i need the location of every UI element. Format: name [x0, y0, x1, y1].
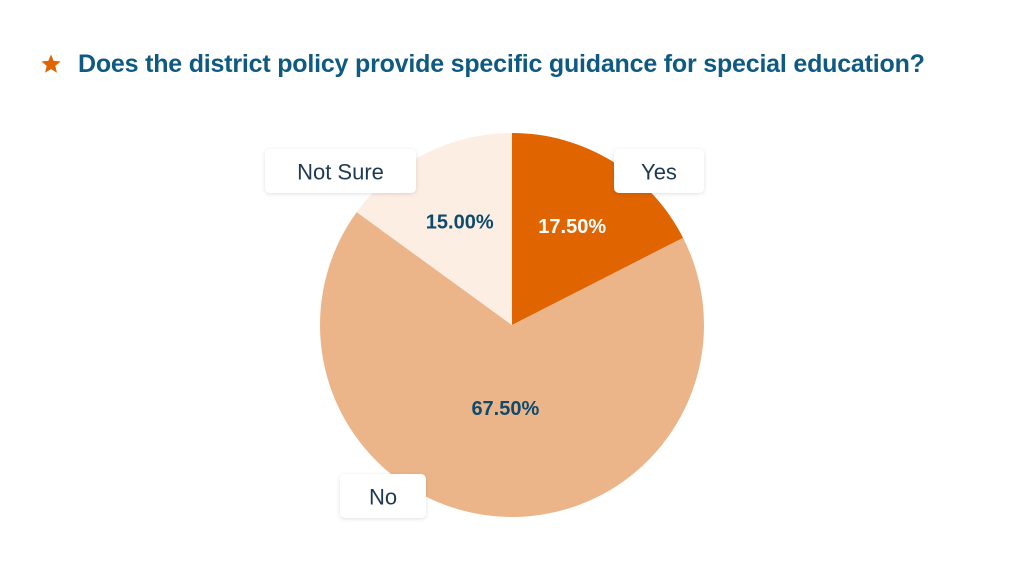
slice-value-label-no: 67.50% [471, 398, 539, 420]
pie-slice-no [319, 212, 704, 518]
legend-callout-not-sure: Not Sure [265, 149, 416, 193]
legend-label-no: No [369, 485, 397, 510]
slice-value-label-yes: 17.50% [538, 216, 606, 238]
chart-title: Does the district policy provide specifi… [78, 49, 925, 78]
pie-slice-yes [512, 133, 684, 325]
title-row: Does the district policy provide specifi… [40, 44, 925, 84]
star-icon [41, 54, 61, 73]
legend-box-not-sure [265, 149, 416, 193]
legend-label-not-sure: Not Sure [297, 160, 384, 185]
legend-box-no [340, 474, 426, 518]
legend-label-yes: Yes [641, 160, 677, 185]
legend-box-yes [614, 149, 704, 193]
slice-value-label-not-sure: 15.00% [426, 211, 494, 233]
legend-callout-yes: Yes [614, 149, 704, 193]
legend-callout-no: No [340, 474, 426, 518]
